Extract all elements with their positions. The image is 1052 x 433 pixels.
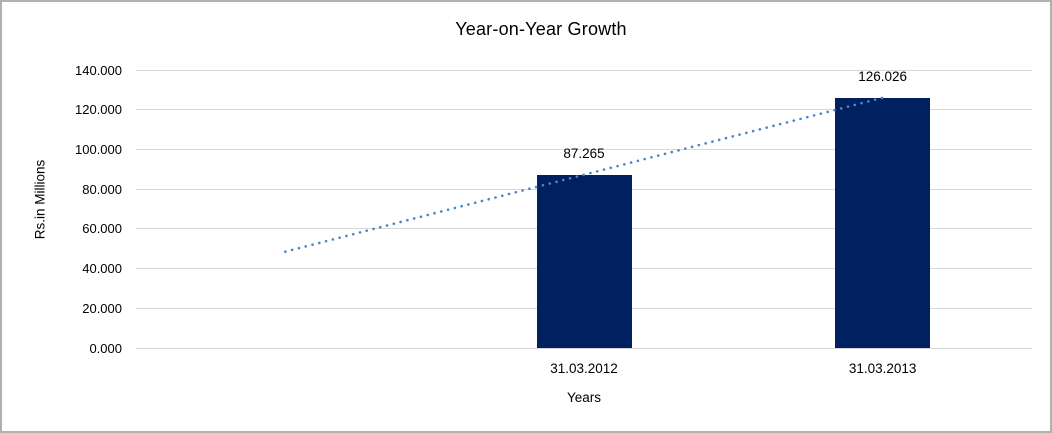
bar-data-label: 126.026 — [858, 68, 908, 84]
y-tick-label: 0.000 — [89, 340, 122, 356]
y-tick-label: 140.000 — [75, 62, 122, 78]
y-tick-label: 20.000 — [82, 300, 122, 316]
bar — [536, 174, 632, 348]
y-tick-label: 80.000 — [82, 181, 122, 197]
gridline — [136, 347, 1032, 349]
x-tick-label: 31.03.2013 — [848, 361, 917, 376]
y-tick-label: 40.000 — [82, 261, 122, 277]
y-tick-label: 60.000 — [82, 221, 122, 237]
x-tick-label: 31.03.2012 — [550, 361, 618, 376]
chart-title: Year-on-Year Growth — [455, 19, 627, 39]
bar — [835, 97, 931, 348]
x-axis-title: Years — [566, 390, 602, 405]
y-tick-label: 100.000 — [75, 141, 122, 157]
bar-data-label: 87.265 — [563, 145, 605, 161]
y-tick-label: 120.000 — [75, 102, 122, 118]
gridline — [136, 69, 1032, 71]
